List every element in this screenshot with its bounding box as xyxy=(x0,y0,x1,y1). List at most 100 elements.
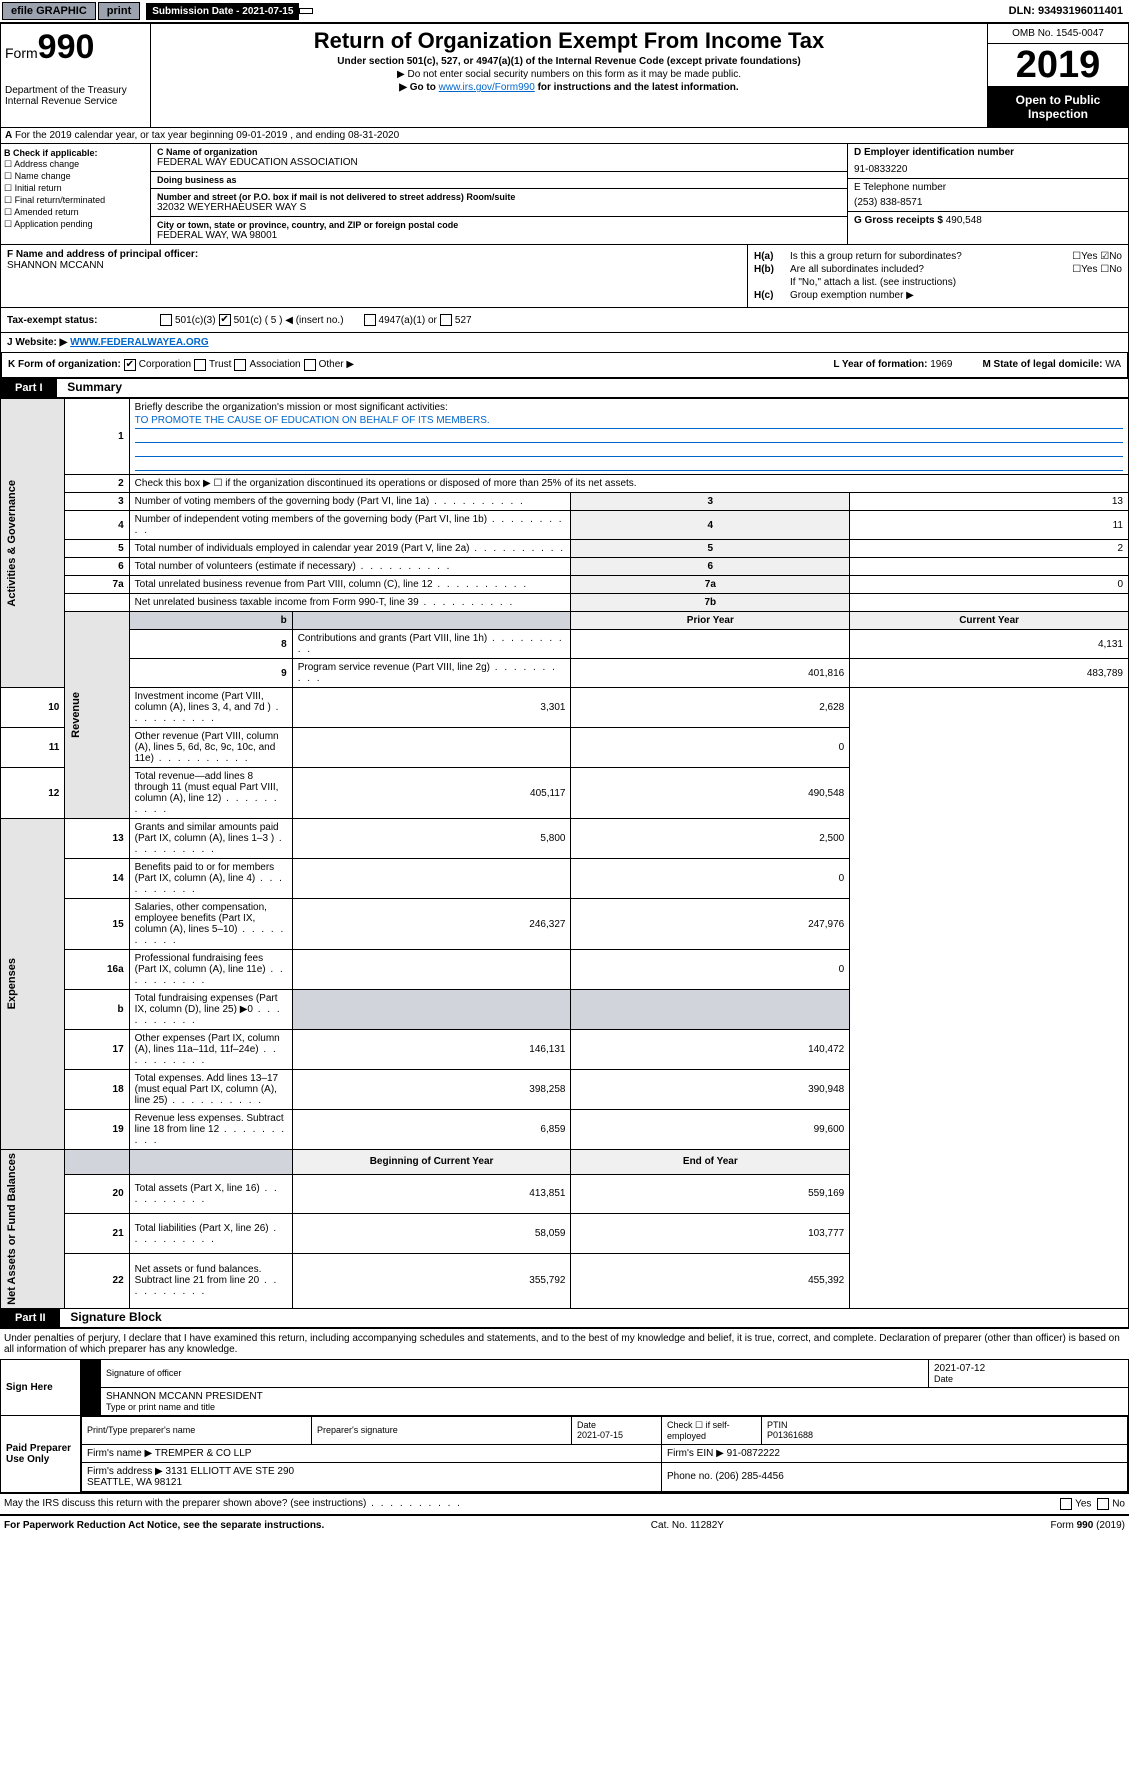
b-opt-2[interactable]: ☐ Initial return xyxy=(4,183,147,194)
name-title-label: Type or print name and title xyxy=(106,1402,1123,1412)
b-opt-1[interactable]: ☐ Name change xyxy=(4,171,147,182)
table-row: 18Total expenses. Add lines 13–17 (must … xyxy=(1,1070,1129,1110)
firm-name: TREMPER & CO LLP xyxy=(155,1448,252,1459)
section-c: C Name of organizationFEDERAL WAY EDUCAT… xyxy=(151,144,848,244)
k-assoc: Association xyxy=(249,359,300,371)
firm-label: Firm's name ▶ xyxy=(87,1448,152,1459)
pp-self-employed[interactable]: Check ☐ if self-employed xyxy=(662,1416,762,1444)
perjury-statement: Under penalties of perjury, I declare th… xyxy=(0,1328,1129,1359)
state-domicile: WA xyxy=(1105,359,1121,370)
street-addr: 32032 WEYERHAEUSER WAY S xyxy=(157,202,841,213)
table-row: 16aProfessional fundraising fees (Part I… xyxy=(1,950,1129,990)
irs-link[interactable]: www.irs.gov/Form990 xyxy=(439,82,535,93)
line-a-text: For the 2019 calendar year, or tax year … xyxy=(15,130,399,141)
ptin: P01361688 xyxy=(767,1430,813,1440)
table-row: 3Number of voting members of the governi… xyxy=(1,493,1129,511)
sign-here-label: Sign Here xyxy=(1,1359,81,1415)
section-h: H(a)Is this a group return for subordina… xyxy=(748,245,1128,307)
table-row: 21Total liabilities (Part X, line 26)58,… xyxy=(1,1214,1129,1254)
corp-checkbox[interactable]: ✔ xyxy=(124,359,136,371)
table-row: 12Total revenue—add lines 8 through 11 (… xyxy=(1,768,1129,819)
k-trust: Trust xyxy=(209,359,231,371)
hb-note: If "No," attach a list. (see instruction… xyxy=(790,277,1122,288)
table-row: 6Total number of volunteers (estimate if… xyxy=(1,558,1129,576)
527-checkbox[interactable] xyxy=(440,314,452,326)
discuss-yes[interactable] xyxy=(1060,1498,1072,1510)
other-checkbox[interactable] xyxy=(304,359,316,371)
sig-officer-label: Signature of officer xyxy=(106,1368,923,1378)
table-row: 9Program service revenue (Part VIII, lin… xyxy=(1,659,1129,688)
discuss-row: May the IRS discuss this return with the… xyxy=(0,1493,1129,1514)
firm-ein: 91-0872222 xyxy=(727,1448,780,1459)
table-row: 20Total assets (Part X, line 16)413,8515… xyxy=(1,1174,1129,1214)
k-label: K Form of organization: xyxy=(8,359,121,371)
b-opt-5[interactable]: ☐ Application pending xyxy=(4,219,147,230)
efile-button[interactable]: efile GRAPHIC xyxy=(2,2,96,20)
phone: (253) 838-8571 xyxy=(854,197,1122,208)
section-b: B Check if applicable: ☐ Address change … xyxy=(1,144,151,244)
501c-checkbox[interactable]: ✔ xyxy=(219,314,231,326)
k-corp: Corporation xyxy=(139,359,191,371)
section-k-l-m: K Form of organization: ✔Corporation Tru… xyxy=(0,353,1129,379)
form-number: 990 xyxy=(38,28,95,66)
year-formation: 1969 xyxy=(930,359,952,370)
tax-year: 2019 xyxy=(988,44,1128,87)
footer-cat: Cat. No. 11282Y xyxy=(651,1520,724,1531)
m-label: M State of legal domicile: xyxy=(982,359,1102,370)
website-link[interactable]: WWW.FEDERALWAYEA.ORG xyxy=(70,337,209,348)
line2-text: Check this box ▶ ☐ if the organization d… xyxy=(129,475,1128,493)
e-phone-label: E Telephone number xyxy=(854,182,1122,193)
part2-header: Part II xyxy=(1,1309,60,1327)
table-row: Expenses13Grants and similar amounts pai… xyxy=(1,819,1129,859)
dept-treasury: Department of the Treasury Internal Reve… xyxy=(5,85,146,107)
print-button[interactable]: print xyxy=(98,2,140,20)
part1-header: Part I xyxy=(1,379,57,397)
c-name-label: C Name of organization xyxy=(157,147,841,157)
footer-left: For Paperwork Reduction Act Notice, see … xyxy=(4,1520,324,1531)
b-header: B Check if applicable: xyxy=(4,148,147,158)
table-row: 15Salaries, other compensation, employee… xyxy=(1,899,1129,950)
gross-receipts: 490,548 xyxy=(946,215,982,226)
table-row: bTotal fundraising expenses (Part IX, co… xyxy=(1,990,1129,1030)
paid-preparer-label: Paid Preparer Use Only xyxy=(1,1415,81,1492)
pp-name-label: Print/Type preparer's name xyxy=(82,1416,312,1444)
section-i: Tax-exempt status: 501(c)(3) ✔ 501(c) ( … xyxy=(0,308,1129,333)
vtab-activities: Activities & Governance xyxy=(6,480,18,607)
top-bar: efile GRAPHIC print Submission Date - 20… xyxy=(0,0,1129,23)
ha-text: Is this a group return for subordinates? xyxy=(790,251,962,262)
b-opt-0[interactable]: ☐ Address change xyxy=(4,159,147,170)
officer-name-title: SHANNON MCCANN PRESIDENT xyxy=(106,1391,1123,1402)
submission-date-value xyxy=(299,8,313,14)
trust-checkbox[interactable] xyxy=(194,359,206,371)
table-row: 8Contributions and grants (Part VIII, li… xyxy=(1,630,1129,659)
org-name: FEDERAL WAY EDUCATION ASSOCIATION xyxy=(157,157,841,168)
pp-sig-label: Preparer's signature xyxy=(312,1416,572,1444)
submission-date-label: Submission Date - 2021-07-15 xyxy=(146,3,299,20)
part1-title: Summary xyxy=(67,380,122,394)
principal-officer: SHANNON MCCANN xyxy=(7,260,741,271)
pp-date-label: Date xyxy=(577,1420,596,1430)
b-opt-4[interactable]: ☐ Amended return xyxy=(4,207,147,218)
firm-phone: (206) 285-4456 xyxy=(715,1471,783,1482)
ptin-label: PTIN xyxy=(767,1420,788,1430)
goto-prefix: ▶ Go to xyxy=(399,82,438,93)
ein: 91-0833220 xyxy=(854,164,1122,175)
i-label: Tax-exempt status: xyxy=(7,315,157,326)
mission-text: TO PROMOTE THE CAUSE OF EDUCATION ON BEH… xyxy=(135,413,1123,429)
b-opt-3[interactable]: ☐ Final return/terminated xyxy=(4,195,147,206)
501c3-checkbox[interactable] xyxy=(160,314,172,326)
discuss-no[interactable] xyxy=(1097,1498,1109,1510)
table-row: 10Investment income (Part VIII, column (… xyxy=(1,688,1129,728)
k-other: Other ▶ xyxy=(319,359,354,371)
j-label: Website: ▶ xyxy=(15,337,67,348)
dln: DLN: 93493196011401 xyxy=(1009,5,1127,17)
4947-checkbox[interactable] xyxy=(364,314,376,326)
c-city-label: City or town, state or province, country… xyxy=(157,220,841,230)
501c5-text: 501(c) ( 5 ) ◀ (insert no.) xyxy=(234,315,344,326)
hc-text: Group exemption number ▶ xyxy=(790,290,914,301)
table-row: 17Other expenses (Part IX, column (A), l… xyxy=(1,1030,1129,1070)
line1-text: Briefly describe the organization's miss… xyxy=(135,402,448,413)
c-addr-label: Number and street (or P.O. box if mail i… xyxy=(157,192,841,202)
assoc-checkbox[interactable] xyxy=(234,359,246,371)
table-row: 5Total number of individuals employed in… xyxy=(1,540,1129,558)
